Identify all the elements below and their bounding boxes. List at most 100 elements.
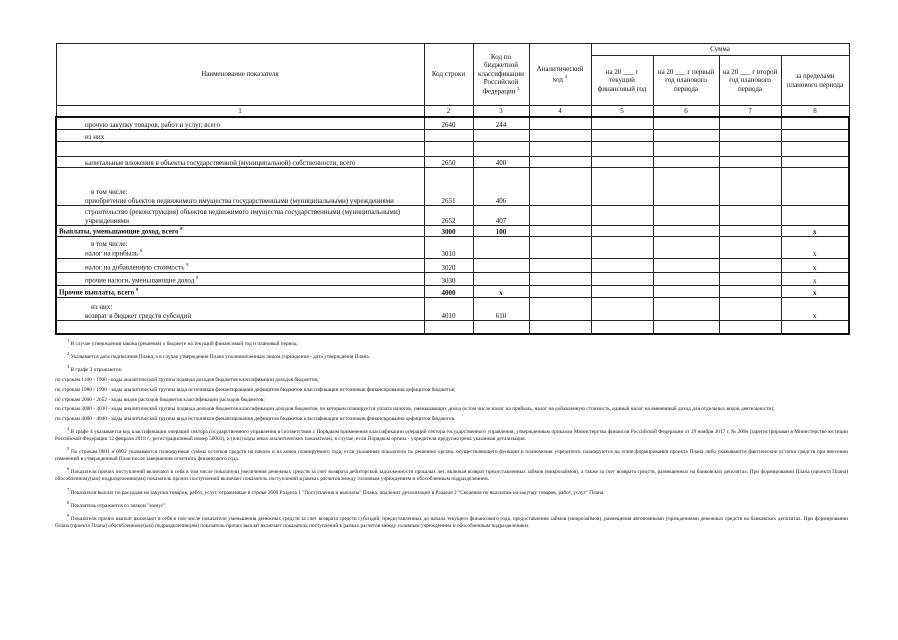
footnote: 9 Показатели прочих выплат включают в се… [55, 513, 848, 530]
cell-code: 2650 [423, 156, 474, 168]
cell-second [718, 156, 782, 168]
cell-code: 3030 [423, 272, 474, 286]
footnote: 6 Показатели прочих поступлений включают… [55, 466, 848, 483]
row-lead: из них: [91, 303, 113, 312]
column-number: 4 [528, 105, 592, 117]
cell-beyond [780, 156, 850, 168]
column-number: 7 [718, 105, 782, 117]
cell-kbk: x [472, 285, 530, 298]
column-number: 6 [652, 105, 720, 117]
cell-first [652, 116, 720, 130]
row-name: прочие налоги, уменьшающие доход 8 [55, 272, 425, 286]
cell-beyond [780, 129, 850, 142]
table-row: капитальные вложения в объекты государст… [55, 156, 850, 168]
cell-second [718, 258, 782, 273]
cell-beyond [780, 167, 850, 206]
cell-first [652, 297, 720, 321]
footnote: 4 В графе 4 указывается код классификаци… [55, 426, 848, 443]
cell-beyond: x [780, 258, 850, 273]
row-name: строительство (реконструкция) объектов н… [55, 205, 425, 226]
footnote-mark: 4 [67, 425, 70, 431]
cell-beyond [780, 205, 850, 226]
empty-cell [472, 141, 530, 157]
footnote-mark: 8 [67, 499, 70, 505]
empty-cell [423, 320, 474, 334]
cell-beyond: x [780, 272, 850, 286]
cell-first [652, 156, 720, 168]
header-sum: Сумма [590, 43, 850, 56]
footnote: 5 По строкам 0001 и 0002 указываются пла… [55, 446, 848, 463]
row-text: капитальные вложения в объекты государст… [85, 158, 356, 167]
empty-cell [718, 320, 782, 334]
cell-kbk: 100 [472, 225, 530, 237]
cell-kbk [472, 236, 530, 259]
cell-analytic [528, 272, 592, 286]
row-note: 8 [180, 226, 183, 232]
cell-current [590, 285, 654, 298]
table-row: прочую закупку товаров, работ и услуг, в… [55, 116, 850, 130]
cell-analytic [528, 156, 592, 168]
empty-cell [55, 320, 425, 334]
footnote: 3 В графе 3 отражаются: [55, 364, 848, 374]
cell-code: 3010 [423, 236, 474, 259]
cell-analytic [528, 297, 592, 321]
cell-analytic [528, 205, 592, 226]
header-second: на 20 ___ г второй год планового периода [718, 55, 782, 106]
cell-first [652, 225, 720, 237]
row-name: в том числе: приобретение объектов недвиж… [55, 167, 425, 206]
row-note: 8 [139, 248, 143, 254]
cell-analytic [528, 225, 592, 237]
column-number: 5 [590, 105, 654, 117]
cell-kbk [472, 258, 530, 273]
cell-analytic [528, 129, 592, 142]
cell-second [718, 297, 782, 321]
cell-kbk: 610 [472, 297, 530, 321]
row-name: Прочие выплаты, всего 9 [55, 285, 425, 298]
cell-second [718, 167, 782, 206]
row-text: прочие налоги, уменьшающие доход [85, 276, 195, 285]
empty-cell [528, 141, 592, 157]
cell-current [590, 258, 654, 273]
footnote: 1 В случае утверждения закона (решения) … [55, 338, 848, 348]
cell-beyond: x [780, 225, 850, 237]
footnote: 7 Показатели выплат по расходам на закуп… [55, 487, 848, 497]
row-text: Прочие выплаты, всего [59, 288, 135, 297]
cell-second [718, 285, 782, 298]
cell-first [652, 167, 720, 206]
cell-kbk: 244 [472, 116, 530, 130]
cell-second [718, 129, 782, 142]
cell-kbk: 400 [472, 156, 530, 168]
cell-beyond [780, 116, 850, 130]
table-row: строительство (реконструкция) объектов н… [55, 205, 850, 226]
footnote: 2 Указывается дата подписания Плана, а в… [55, 351, 848, 361]
header-analytic: Аналитический код 4 [528, 43, 592, 106]
row-text: возврат в бюджет средств субсидий [85, 311, 192, 320]
footnote-text: Показатели прочих выплат включают в себя… [55, 515, 848, 529]
footnote-line: по строкам 1100 - 1900 - коды аналитичес… [55, 377, 319, 384]
footnote-text: В случае утверждения закона (решения) о … [70, 340, 298, 347]
table-row: прочие налоги, уменьшающие доход 8 3030 x [55, 272, 850, 286]
row-lead: в том числе: [91, 239, 128, 248]
footnote-text: В графе 4 указывается код классификации … [55, 428, 848, 442]
cell-second [718, 116, 782, 130]
row-note: 9 [135, 287, 139, 293]
cell-code: 2652 [423, 205, 474, 226]
footnote-text: Показатели выплат по расходам на закупки… [70, 489, 605, 496]
row-name: из них [55, 129, 425, 142]
empty-cell [718, 141, 782, 157]
row-name: налог на добавленную стоимость 8 [55, 258, 425, 273]
header-beyond: за пределами планового периода [780, 55, 850, 106]
cell-code: 4000 [423, 285, 474, 298]
footnote-text: Указывается дата подписания Плана, а в с… [70, 353, 371, 360]
row-text: из них [85, 132, 105, 141]
cell-first [652, 205, 720, 226]
cell-current [590, 225, 654, 237]
cell-code: 3000 [423, 225, 474, 237]
footnote-line: по строкам 4000 - 4040 - коды аналитичес… [55, 416, 456, 423]
footnote: 8 Показатель отражается со знаком "минус… [55, 500, 848, 510]
table-row [55, 141, 850, 157]
cell-kbk [472, 129, 530, 142]
cell-kbk [472, 272, 530, 286]
empty-cell [780, 141, 850, 157]
column-number: 2 [423, 105, 474, 117]
